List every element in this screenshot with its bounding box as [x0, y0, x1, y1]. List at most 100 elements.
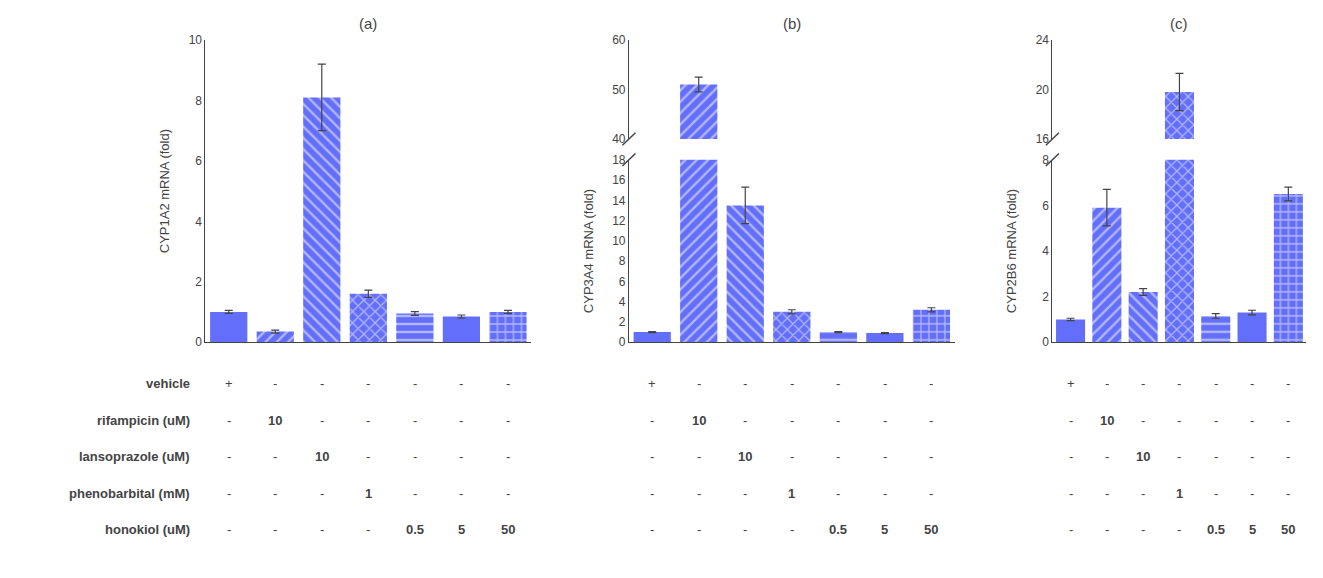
svg-text:-: - [506, 376, 510, 391]
svg-text:-: - [697, 449, 701, 464]
svg-text:4: 4 [619, 295, 626, 309]
svg-text:-: - [459, 449, 463, 464]
svg-text:-: - [650, 486, 654, 501]
svg-text:-: - [227, 486, 231, 501]
svg-text:(b): (b) [783, 15, 801, 32]
svg-text:lansoprazole (uM): lansoprazole (uM) [79, 449, 190, 464]
svg-text:-: - [1177, 413, 1181, 428]
svg-text:-: - [1069, 522, 1073, 537]
svg-text:-: - [929, 486, 933, 501]
svg-text:6: 6 [1042, 199, 1049, 213]
svg-text:-: - [227, 449, 231, 464]
svg-text:20: 20 [1036, 83, 1050, 97]
svg-text:-: - [273, 486, 277, 501]
svg-text:-: - [1214, 376, 1218, 391]
svg-text:-: - [1105, 449, 1109, 464]
svg-text:-: - [883, 376, 887, 391]
svg-text:2: 2 [195, 275, 202, 289]
svg-text:1: 1 [365, 486, 372, 501]
svg-text:-: - [366, 413, 370, 428]
svg-text:-: - [743, 376, 747, 391]
svg-text:-: - [929, 413, 933, 428]
svg-text:24: 24 [1036, 33, 1050, 47]
svg-text:-: - [273, 376, 277, 391]
svg-text:-: - [413, 449, 417, 464]
svg-text:-: - [273, 449, 277, 464]
svg-text:10: 10 [268, 413, 282, 428]
svg-text:8: 8 [619, 254, 626, 268]
svg-text:1: 1 [788, 486, 795, 501]
svg-text:-: - [836, 413, 840, 428]
svg-text:5: 5 [458, 522, 465, 537]
svg-text:CYP1A2 mRNA (fold): CYP1A2 mRNA (fold) [157, 129, 172, 253]
svg-text:-: - [320, 413, 324, 428]
svg-text:-: - [1214, 449, 1218, 464]
svg-text:-: - [227, 522, 231, 537]
svg-text:-: - [459, 413, 463, 428]
svg-text:10: 10 [692, 413, 706, 428]
svg-text:-: - [1105, 376, 1109, 391]
svg-text:18: 18 [612, 153, 626, 167]
svg-text:rifampicin (uM): rifampicin (uM) [97, 413, 190, 428]
svg-text:-: - [366, 449, 370, 464]
svg-text:-: - [506, 413, 510, 428]
svg-text:-: - [1069, 486, 1073, 501]
svg-text:50: 50 [924, 522, 938, 537]
svg-text:5: 5 [881, 522, 888, 537]
svg-text:-: - [1214, 486, 1218, 501]
svg-text:-: - [366, 522, 370, 537]
svg-text:-: - [1105, 486, 1109, 501]
svg-text:4: 4 [1042, 244, 1049, 258]
svg-text:-: - [650, 522, 654, 537]
svg-text:-: - [459, 376, 463, 391]
svg-text:-: - [1177, 376, 1181, 391]
svg-text:-: - [883, 413, 887, 428]
svg-text:14: 14 [612, 194, 626, 208]
svg-text:vehicle: vehicle [146, 376, 190, 391]
svg-text:-: - [413, 376, 417, 391]
svg-text:-: - [790, 522, 794, 537]
svg-text:10: 10 [1100, 413, 1114, 428]
svg-text:10: 10 [1136, 449, 1150, 464]
svg-text:(a): (a) [359, 15, 377, 32]
svg-text:-: - [1286, 413, 1290, 428]
svg-text:-: - [1177, 449, 1181, 464]
svg-text:-: - [790, 376, 794, 391]
svg-text:+: + [1067, 376, 1075, 391]
svg-text:5: 5 [1249, 522, 1256, 537]
svg-text:-: - [743, 522, 747, 537]
svg-text:-: - [650, 413, 654, 428]
svg-text:-: - [743, 486, 747, 501]
svg-text:8: 8 [195, 94, 202, 108]
svg-text:-: - [366, 376, 370, 391]
svg-text:10: 10 [612, 234, 626, 248]
svg-text:16: 16 [1036, 132, 1050, 146]
svg-text:60: 60 [612, 33, 626, 47]
svg-text:-: - [697, 522, 701, 537]
svg-text:-: - [1141, 522, 1145, 537]
svg-text:8: 8 [1042, 153, 1049, 167]
svg-text:-: - [1250, 413, 1254, 428]
svg-text:-: - [790, 449, 794, 464]
svg-text:12: 12 [612, 214, 626, 228]
svg-text:-: - [836, 376, 840, 391]
svg-text:-: - [1105, 522, 1109, 537]
svg-text:50: 50 [612, 83, 626, 97]
svg-text:0: 0 [1042, 335, 1049, 349]
svg-text:2: 2 [1042, 290, 1049, 304]
svg-text:40: 40 [612, 132, 626, 146]
svg-text:6: 6 [195, 154, 202, 168]
svg-text:-: - [1250, 486, 1254, 501]
svg-text:-: - [273, 522, 277, 537]
svg-text:-: - [1286, 376, 1290, 391]
svg-text:-: - [929, 376, 933, 391]
svg-text:-: - [320, 376, 324, 391]
svg-text:-: - [743, 413, 747, 428]
svg-text:10: 10 [189, 33, 203, 47]
svg-text:CYP3A4 mRNA (fold): CYP3A4 mRNA (fold) [581, 189, 596, 313]
svg-text:-: - [650, 449, 654, 464]
svg-text:10: 10 [315, 449, 329, 464]
svg-text:10: 10 [738, 449, 752, 464]
svg-text:-: - [1250, 449, 1254, 464]
svg-text:-: - [320, 522, 324, 537]
